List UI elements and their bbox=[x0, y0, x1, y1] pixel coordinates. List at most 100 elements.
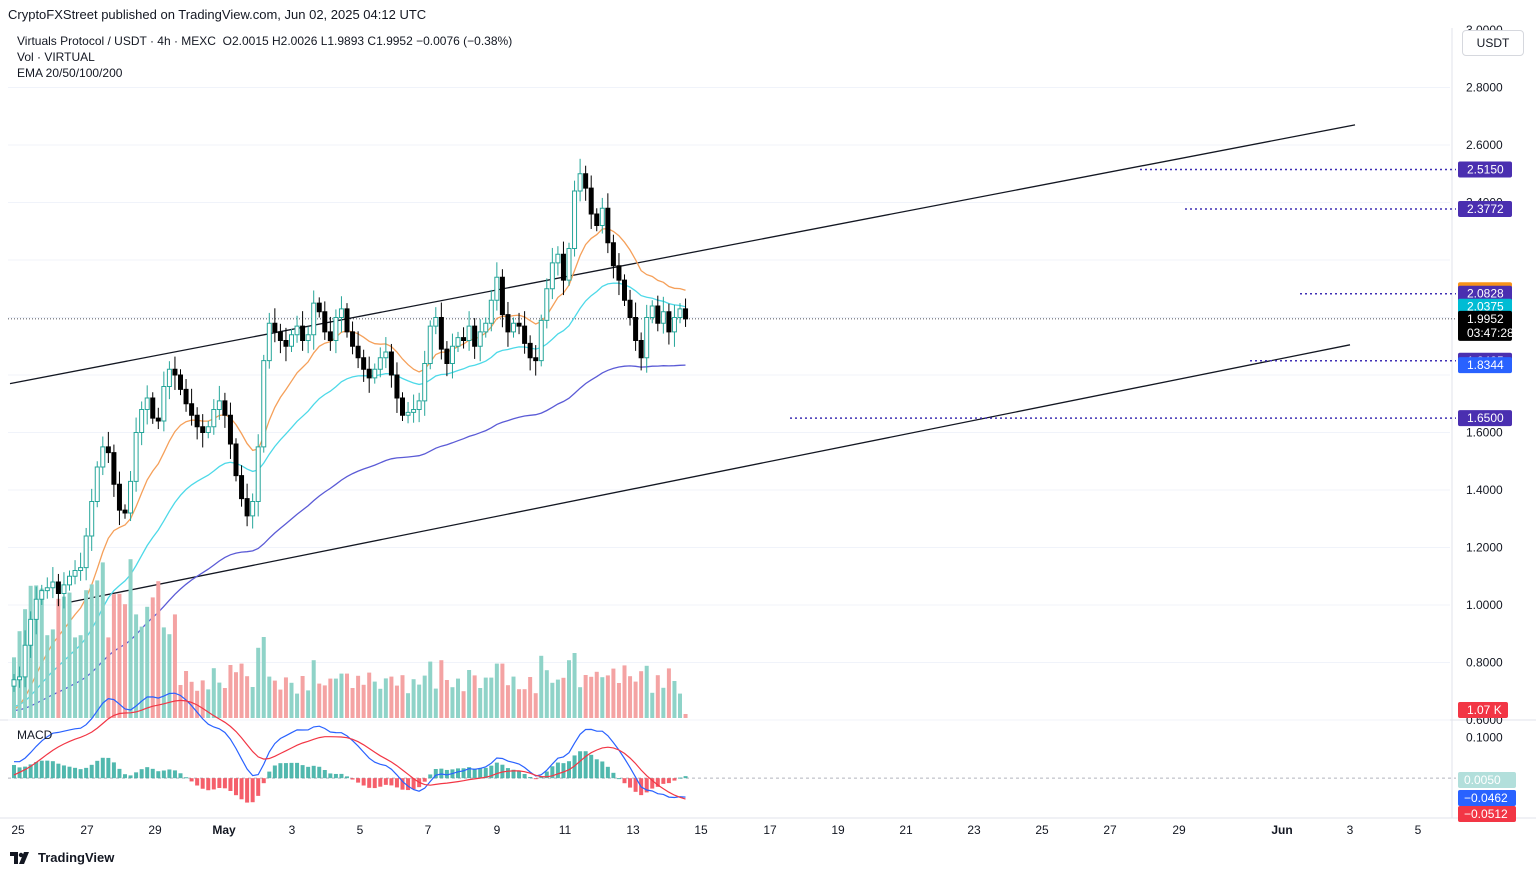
volume-bar bbox=[450, 687, 455, 718]
time-tick-label: 3 bbox=[289, 823, 296, 837]
time-tick-label: 25 bbox=[1035, 823, 1049, 837]
candle-body bbox=[666, 311, 672, 333]
volume-bar bbox=[34, 585, 39, 718]
volume-bar bbox=[444, 680, 449, 718]
ema50-line bbox=[13, 227, 686, 711]
volume-bar bbox=[84, 590, 89, 718]
macd-pane-label[interactable]: MACD bbox=[17, 728, 53, 742]
volume-bar bbox=[472, 675, 477, 718]
ema100-line bbox=[13, 282, 686, 708]
legend-symbol[interactable]: Virtuals Protocol / USDT · 4h · MEXC bbox=[17, 34, 216, 48]
volume-bar bbox=[367, 672, 372, 718]
volume-bar bbox=[161, 627, 166, 718]
volume-bar bbox=[389, 676, 394, 718]
volume-bar bbox=[145, 606, 150, 718]
candle-body bbox=[67, 575, 72, 586]
volume-bar bbox=[361, 684, 366, 718]
macd-histogram-bar bbox=[589, 754, 594, 779]
macd-histogram-bar bbox=[339, 773, 344, 779]
volume-bar bbox=[295, 693, 300, 718]
volume-bar bbox=[172, 614, 177, 718]
volume-bar bbox=[217, 682, 222, 718]
macd-histogram-bar bbox=[555, 762, 560, 779]
candle-body bbox=[233, 443, 239, 477]
candle-body bbox=[305, 334, 311, 341]
macd-histogram-bar bbox=[222, 778, 227, 789]
price-badge-box bbox=[1458, 357, 1512, 374]
macd-histogram-bar bbox=[117, 768, 122, 779]
volume-bar bbox=[67, 592, 72, 718]
candle-body bbox=[583, 173, 589, 189]
macd-histogram-bar bbox=[161, 770, 166, 779]
volume-bar bbox=[578, 687, 583, 718]
macd-histogram-bar bbox=[150, 768, 155, 779]
candle-body bbox=[533, 357, 539, 362]
volume-bar bbox=[394, 685, 399, 718]
candle-body bbox=[461, 337, 467, 341]
volume-bar bbox=[139, 626, 144, 718]
price-countdown: 03:47:28 bbox=[1467, 326, 1514, 340]
legend-ema[interactable]: EMA 20/50/100/200 bbox=[17, 66, 123, 80]
price-badge-box bbox=[1458, 161, 1512, 178]
candle-body bbox=[655, 305, 661, 324]
volume-bar bbox=[106, 637, 111, 718]
macd-histogram-bar bbox=[167, 769, 172, 779]
macd-histogram-bar bbox=[433, 768, 438, 779]
candle-body bbox=[377, 357, 383, 370]
volume-bar bbox=[128, 559, 133, 718]
candle-body bbox=[610, 242, 616, 267]
candle-body bbox=[594, 213, 600, 226]
candle-body bbox=[222, 400, 228, 416]
candle-body bbox=[166, 368, 172, 387]
candle-body bbox=[422, 363, 428, 402]
candle-body bbox=[372, 368, 378, 379]
macd-histogram-bar bbox=[594, 759, 599, 779]
macd-histogram-bar bbox=[505, 768, 510, 779]
candle-body bbox=[605, 207, 611, 244]
volume-bar bbox=[567, 660, 571, 718]
candle-body bbox=[633, 317, 639, 341]
time-tick-label: 27 bbox=[80, 823, 94, 837]
legend-volume[interactable]: Vol · VIRTUAL bbox=[17, 50, 95, 64]
candle-body bbox=[555, 253, 561, 264]
candle-body bbox=[433, 317, 439, 327]
macd-badge: −0.0462 bbox=[1458, 790, 1516, 806]
volume-bar bbox=[245, 676, 250, 718]
candle-body bbox=[28, 618, 34, 646]
candle-body bbox=[649, 305, 655, 318]
time-tick-label: 7 bbox=[425, 823, 432, 837]
macd-histogram-bar bbox=[461, 768, 466, 779]
volume-bar bbox=[605, 675, 610, 718]
volume-bar bbox=[505, 685, 510, 718]
price-badge: 1.6500 bbox=[1458, 410, 1512, 427]
price-tick-label: 1.4000 bbox=[1466, 483, 1503, 497]
macd-histogram-bar bbox=[483, 767, 488, 779]
volume-bar bbox=[378, 688, 383, 718]
candle-body bbox=[455, 337, 461, 347]
price-badge-value: 1.9952 bbox=[1467, 312, 1504, 326]
chart-legend: Virtuals Protocol / USDT · 4h · MEXC O2.… bbox=[17, 33, 512, 81]
volume-bar bbox=[228, 665, 233, 718]
price-tick-label: 2.8000 bbox=[1466, 81, 1503, 95]
candle-body bbox=[255, 446, 261, 502]
time-tick-label: 5 bbox=[1415, 823, 1422, 837]
macd-histogram-bar bbox=[605, 766, 610, 779]
macd-histogram-bar bbox=[272, 765, 277, 779]
currency-button[interactable]: USDT bbox=[1462, 30, 1524, 56]
candle-body bbox=[239, 475, 245, 500]
macd-histogram-bar bbox=[428, 774, 433, 779]
time-tick-label: 13 bbox=[626, 823, 640, 837]
macd-histogram-bar bbox=[322, 770, 327, 779]
candle-body bbox=[89, 501, 95, 537]
channel-upper-line bbox=[9, 124, 1356, 385]
legend-symbol-ohlc: Virtuals Protocol / USDT · 4h · MEXC O2.… bbox=[17, 33, 512, 49]
price-badge: 1.8344 bbox=[1458, 357, 1512, 374]
candle-body bbox=[472, 325, 478, 347]
price-badge-box bbox=[1458, 201, 1512, 218]
macd-histogram-bar bbox=[178, 773, 183, 779]
time-tick-label: 11 bbox=[559, 823, 572, 837]
macd-histogram-bar bbox=[211, 778, 216, 790]
tradingview-footer[interactable]: TradingView bbox=[10, 850, 114, 865]
macd-histogram-bar bbox=[561, 763, 566, 779]
